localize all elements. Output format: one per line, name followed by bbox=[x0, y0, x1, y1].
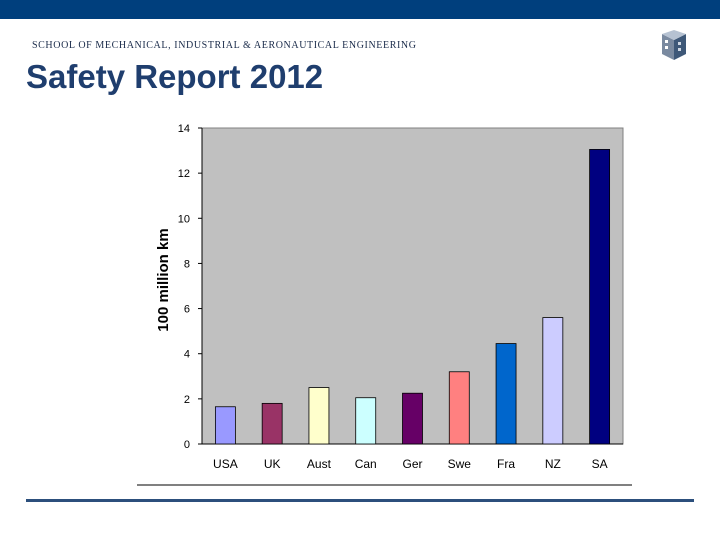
bar-usa bbox=[214, 406, 236, 445]
bars bbox=[214, 149, 611, 445]
page-title: Safety Report 2012 bbox=[26, 58, 324, 95]
bar-ger bbox=[402, 392, 423, 445]
wits-cube-logo-icon bbox=[662, 30, 686, 60]
y-axis-ticks: 0 2 4 6 8 10 12 14 bbox=[178, 123, 202, 451]
x-tick-label: Fra bbox=[497, 457, 515, 471]
bar-can bbox=[355, 397, 377, 445]
y-tick-label: 4 bbox=[184, 349, 190, 361]
y-tick-label: 12 bbox=[178, 168, 190, 180]
bar-sa bbox=[589, 149, 611, 445]
bar-swe bbox=[448, 371, 470, 445]
school-name: SCHOOL OF MECHANICAL, INDUSTRIAL & AERON… bbox=[32, 40, 417, 51]
bar-nz bbox=[542, 317, 564, 445]
x-tick-label: NZ bbox=[545, 457, 561, 471]
y-tick-label: 6 bbox=[184, 304, 190, 316]
bar-uk bbox=[261, 402, 283, 445]
x-tick-label: Ger bbox=[402, 457, 422, 471]
y-tick-label: 0 bbox=[184, 439, 190, 451]
footer-rule bbox=[26, 499, 694, 502]
x-tick-label: Aust bbox=[307, 457, 332, 471]
bar-fra bbox=[495, 343, 517, 445]
x-tick-label: USA bbox=[213, 457, 238, 471]
x-tick-label: Can bbox=[355, 457, 377, 471]
top-banner bbox=[0, 0, 720, 19]
x-tick-label: SA bbox=[592, 457, 608, 471]
bar-aust bbox=[308, 387, 330, 445]
y-tick-label: 10 bbox=[178, 213, 190, 225]
y-tick-label: 14 bbox=[178, 123, 190, 135]
y-tick-label: 2 bbox=[184, 394, 190, 406]
x-tick-label: UK bbox=[264, 457, 281, 471]
y-tick-label: 8 bbox=[184, 258, 190, 270]
x-axis-labels: USA UK Aust Can Ger Swe Fra NZ SA bbox=[213, 457, 608, 471]
x-tick-label: Swe bbox=[448, 457, 472, 471]
y-axis-label: 100 million km bbox=[155, 228, 172, 331]
